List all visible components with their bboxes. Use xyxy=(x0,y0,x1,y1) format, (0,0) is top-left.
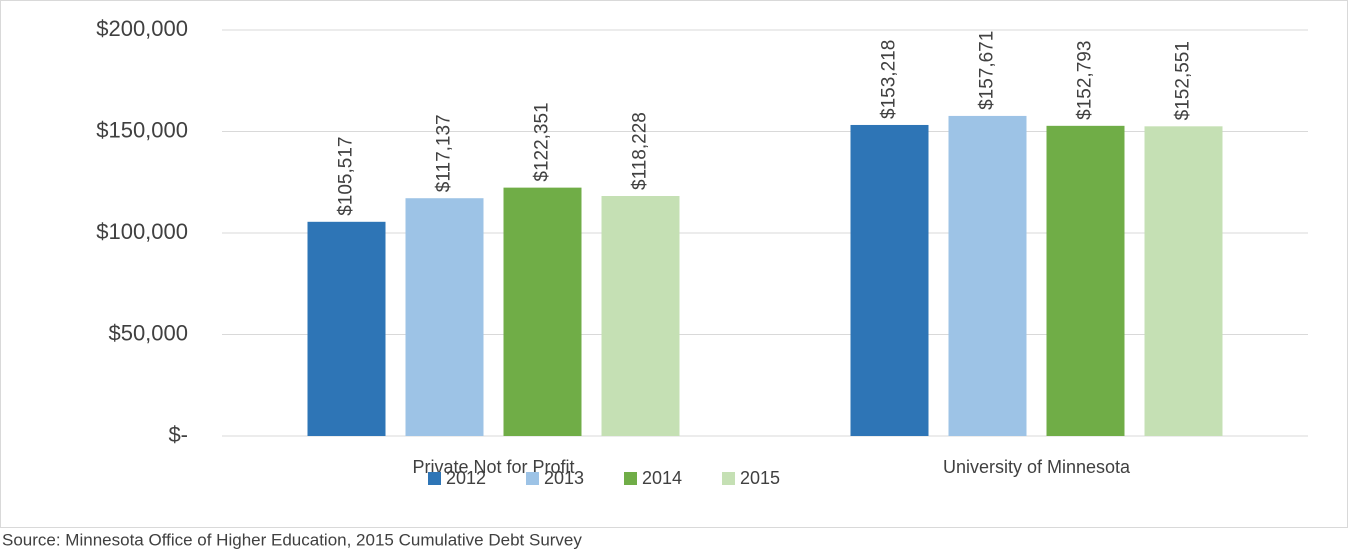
value-label: $152,551 xyxy=(1173,41,1194,120)
legend-label: 2012 xyxy=(446,468,486,488)
legend-swatch xyxy=(428,472,441,485)
value-label: $117,137 xyxy=(434,114,455,192)
legend-label: 2015 xyxy=(740,468,780,488)
legend-swatch xyxy=(526,472,539,485)
bar xyxy=(850,124,929,436)
value-label: $105,517 xyxy=(336,137,357,216)
legend-swatch xyxy=(624,472,637,485)
bar xyxy=(405,198,484,436)
bar xyxy=(503,187,582,436)
y-tick-label: $- xyxy=(168,422,188,447)
y-tick-label: $50,000 xyxy=(108,320,188,345)
value-label: $157,671 xyxy=(977,31,998,110)
y-tick-label: $150,000 xyxy=(96,117,188,142)
y-tick-label: $200,000 xyxy=(96,16,188,41)
value-label: $153,218 xyxy=(879,40,900,119)
bar xyxy=(1046,125,1125,437)
bar xyxy=(601,195,680,436)
value-label: $118,228 xyxy=(630,112,651,190)
bar xyxy=(1144,126,1223,436)
bar xyxy=(307,221,386,436)
value-label: $152,793 xyxy=(1075,41,1096,120)
legend-label: 2013 xyxy=(544,468,584,488)
value-label: $122,351 xyxy=(532,102,553,181)
y-tick-label: $100,000 xyxy=(96,219,188,244)
source-note: Source: Minnesota Office of Higher Educa… xyxy=(2,530,582,549)
x-tick-label: Private Not for Profit xyxy=(412,457,574,477)
legend-label: 2014 xyxy=(642,468,682,488)
legend-swatch xyxy=(722,472,735,485)
bar xyxy=(948,115,1027,437)
x-tick-label: University of Minnesota xyxy=(943,457,1131,477)
